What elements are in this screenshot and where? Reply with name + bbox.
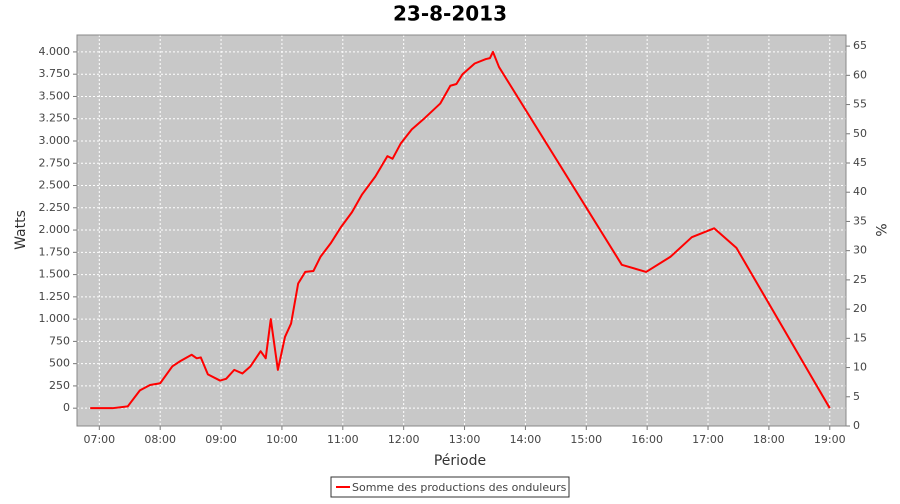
y2-tick-label: 50 bbox=[853, 127, 867, 140]
x-tick-label: 10:00 bbox=[266, 433, 298, 446]
x-tick-label: 12:00 bbox=[388, 433, 420, 446]
y2-axis-label: % bbox=[872, 223, 888, 236]
y-tick-label: 750 bbox=[49, 334, 70, 347]
y-tick-label: 2.000 bbox=[39, 223, 71, 236]
chart-title: 23-8-2013 bbox=[393, 2, 507, 26]
y-tick-label: 3.500 bbox=[39, 89, 71, 102]
y2-tick-label: 5 bbox=[853, 390, 860, 403]
y-axis-label: Watts bbox=[13, 210, 29, 250]
x-tick-label: 14:00 bbox=[510, 433, 542, 446]
y2-tick-label: 10 bbox=[853, 361, 867, 374]
x-tick-label: 17:00 bbox=[692, 433, 724, 446]
y-tick-label: 1.750 bbox=[39, 245, 71, 258]
legend-label: Somme des productions des onduleurs bbox=[352, 481, 567, 494]
y-tick-label: 3.000 bbox=[39, 134, 71, 147]
y-tick-label: 1.500 bbox=[39, 268, 71, 281]
y2-tick-label: 0 bbox=[853, 419, 860, 432]
x-tick-label: 11:00 bbox=[327, 433, 359, 446]
y-tick-label: 2.750 bbox=[39, 156, 71, 169]
y-tick-label: 3.750 bbox=[39, 67, 71, 80]
x-tick-label: 13:00 bbox=[449, 433, 481, 446]
y-tick-label: 1.000 bbox=[39, 312, 71, 325]
y2-tick-label: 35 bbox=[853, 214, 867, 227]
y-tick-label: 250 bbox=[49, 379, 70, 392]
y-tick-label: 2.250 bbox=[39, 201, 71, 214]
y-tick-label: 500 bbox=[49, 357, 70, 370]
y2-tick-label: 25 bbox=[853, 273, 867, 286]
y-tick-label: 4.000 bbox=[39, 45, 71, 58]
y2-tick-label: 55 bbox=[853, 98, 867, 111]
y2-tick-label: 20 bbox=[853, 302, 867, 315]
line bbox=[90, 50, 831, 410]
y-tick-label: 1.250 bbox=[39, 290, 71, 303]
y2-tick-label: 15 bbox=[853, 331, 867, 344]
x-tick-label: 19:00 bbox=[814, 433, 846, 446]
y2-tick-label: 45 bbox=[853, 156, 867, 169]
y2-tick-label: 65 bbox=[853, 39, 867, 52]
y2-tick-label: 60 bbox=[853, 68, 867, 81]
x-axis-label: Période bbox=[434, 453, 486, 469]
x-tick-label: 08:00 bbox=[144, 433, 176, 446]
y2-tick-label: 40 bbox=[853, 185, 867, 198]
x-tick-label: 09:00 bbox=[205, 433, 237, 446]
x-tick-label: 18:00 bbox=[753, 433, 785, 446]
x-tick-label: 07:00 bbox=[83, 433, 115, 446]
y-tick-label: 0 bbox=[63, 401, 70, 414]
y2-tick-label: 30 bbox=[853, 244, 867, 257]
y-tick-label: 3.250 bbox=[39, 112, 71, 125]
legend-box bbox=[330, 476, 570, 498]
plot-border bbox=[76, 34, 847, 427]
y-tick-label: 2.500 bbox=[39, 179, 71, 192]
x-tick-label: 16:00 bbox=[631, 433, 663, 446]
x-tick-label: 15:00 bbox=[570, 433, 602, 446]
